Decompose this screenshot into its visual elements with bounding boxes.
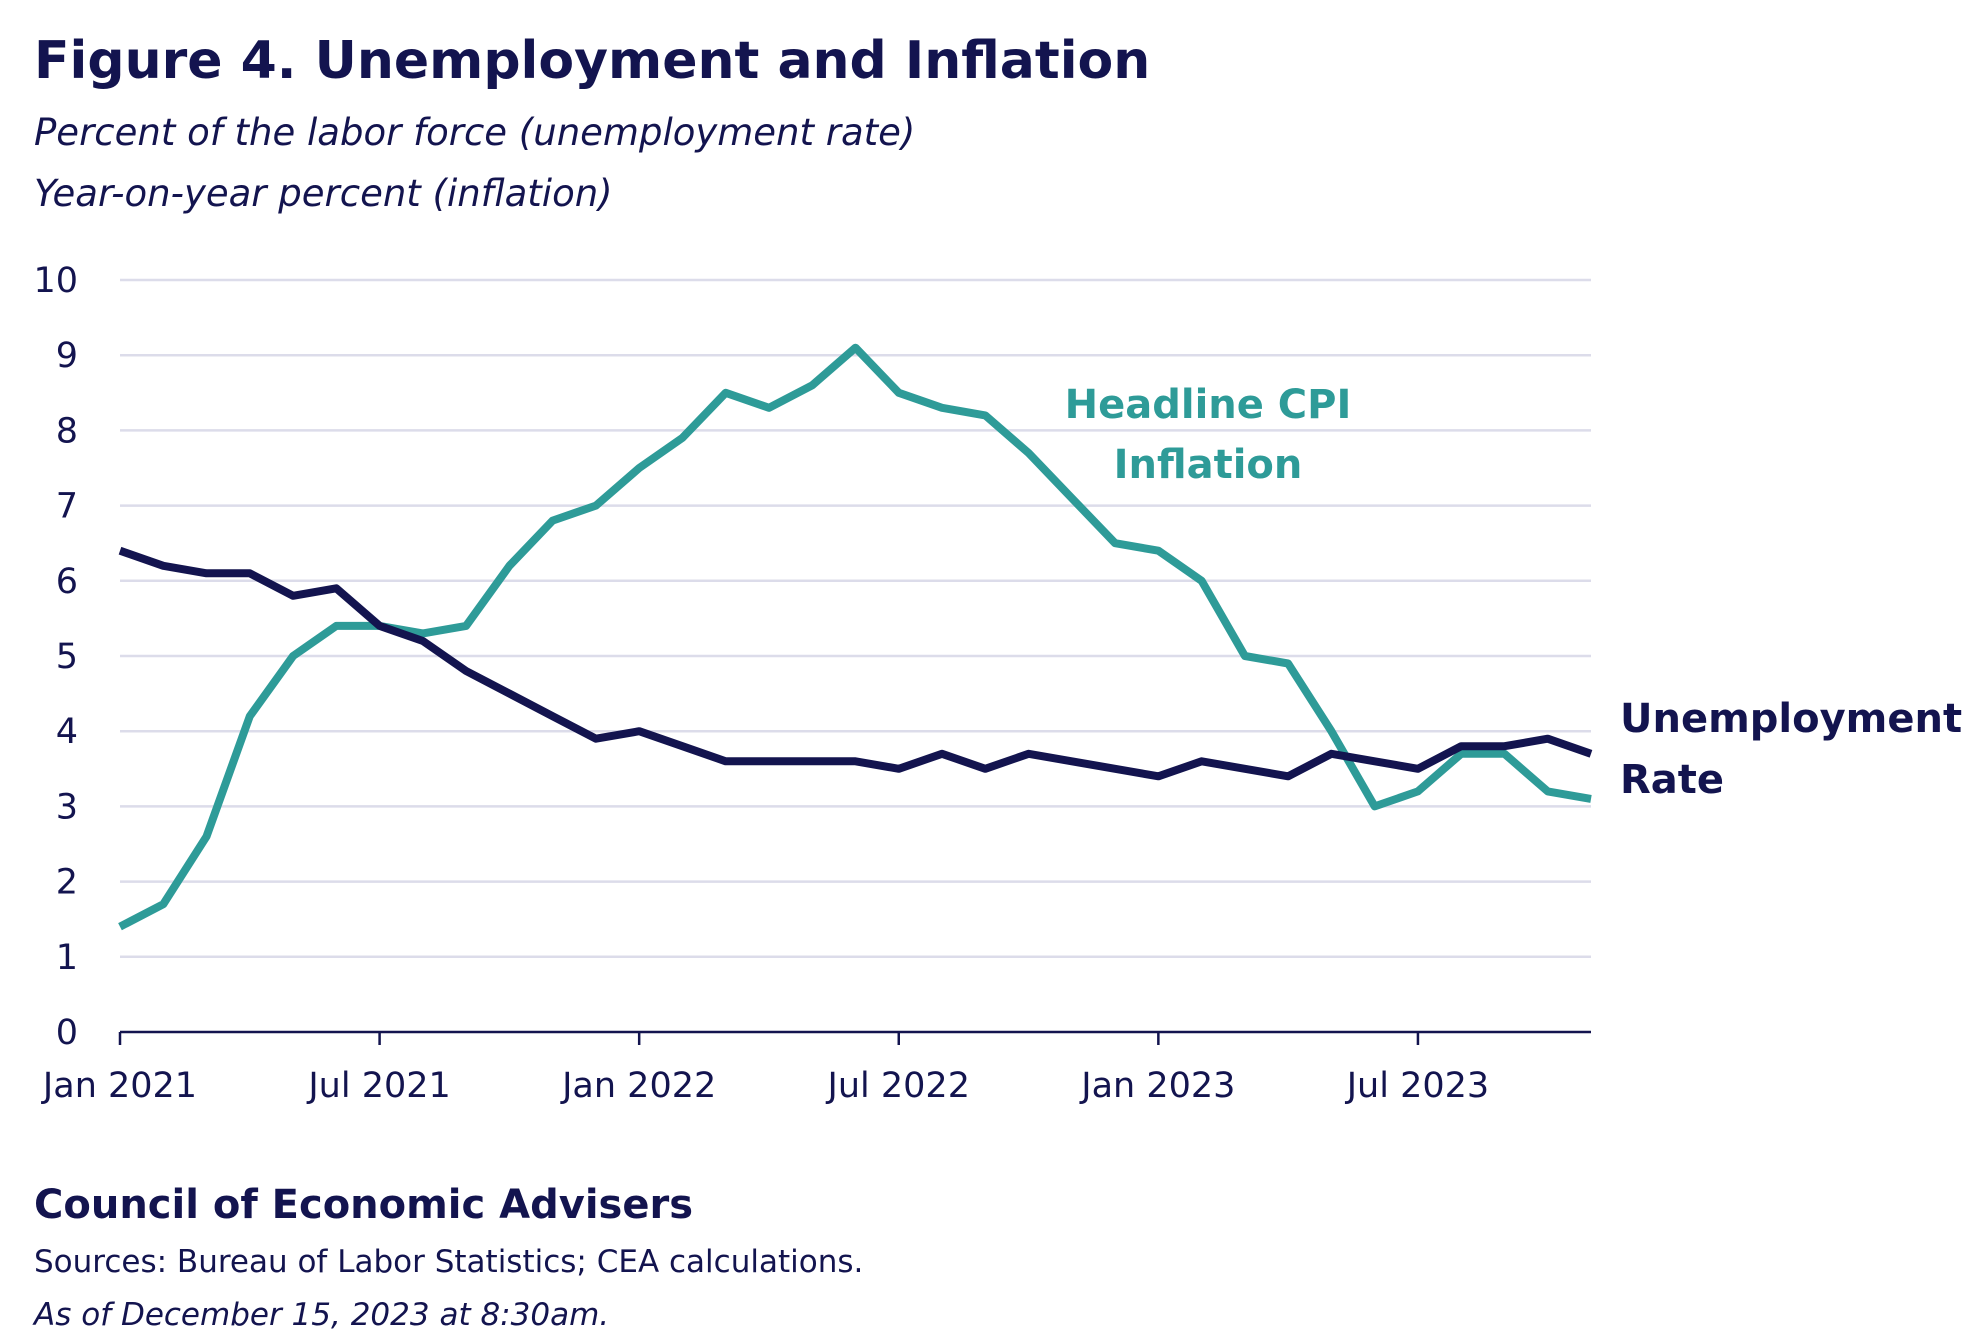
x-tick-label: Jan 2022 [560, 1066, 716, 1106]
x-tick-label: Jul 2022 [826, 1066, 970, 1106]
y-tick-label: 6 [56, 562, 78, 602]
footer-org: Council of Economic Advisers [34, 1182, 693, 1228]
y-tick-label: 1 [56, 938, 78, 978]
gridlines [120, 278, 1591, 959]
footer-as-of: As of December 15, 2023 at 8:30am. [32, 1297, 609, 1333]
y-tick-label: 3 [56, 787, 78, 827]
cpi-inflation-line [118, 343, 1592, 931]
unemployment-rate-line [118, 546, 1593, 781]
x-tick-label: Jul 2021 [306, 1066, 450, 1106]
unemployment-label-line-2: Rate [1620, 757, 1724, 803]
x-tick-label: Jan 2023 [1079, 1066, 1235, 1106]
y-tick-label: 9 [56, 336, 78, 376]
x-tick-label: Jan 2021 [41, 1066, 197, 1106]
y-tick-label: 4 [56, 712, 78, 752]
y-tick-label: 0 [56, 1013, 78, 1053]
y-axis: 0 1 2 3 4 5 6 7 8 9 10 [33, 261, 78, 1053]
cpi-label-line-1: Headline CPI [1065, 382, 1352, 428]
footer-sources: Sources: Bureau of Labor Statistics; CEA… [34, 1244, 863, 1280]
subtitle-line-2: Year-on-year percent (inflation) [34, 172, 613, 215]
unemployment-label-line-1: Unemployment [1620, 696, 1962, 742]
x-axis: Jan 2021 Jul 2021 Jan 2022 Jul 2022 Jan 2023… [41, 1030, 1591, 1106]
y-tick-label: 8 [56, 411, 78, 451]
y-tick-label: 10 [33, 261, 78, 301]
cpi-label-line-2: Inflation [1114, 442, 1303, 488]
subtitle-line-1: Percent of the labor force (unemployment… [34, 111, 915, 154]
series-lines [118, 343, 1593, 931]
y-tick-label: 5 [56, 637, 78, 677]
chart-title: Figure 4. Unemployment and Inflation [34, 31, 1150, 91]
y-tick-label: 7 [56, 487, 78, 527]
x-tick-label: Jul 2023 [1345, 1066, 1489, 1106]
y-tick-label: 2 [56, 863, 78, 903]
